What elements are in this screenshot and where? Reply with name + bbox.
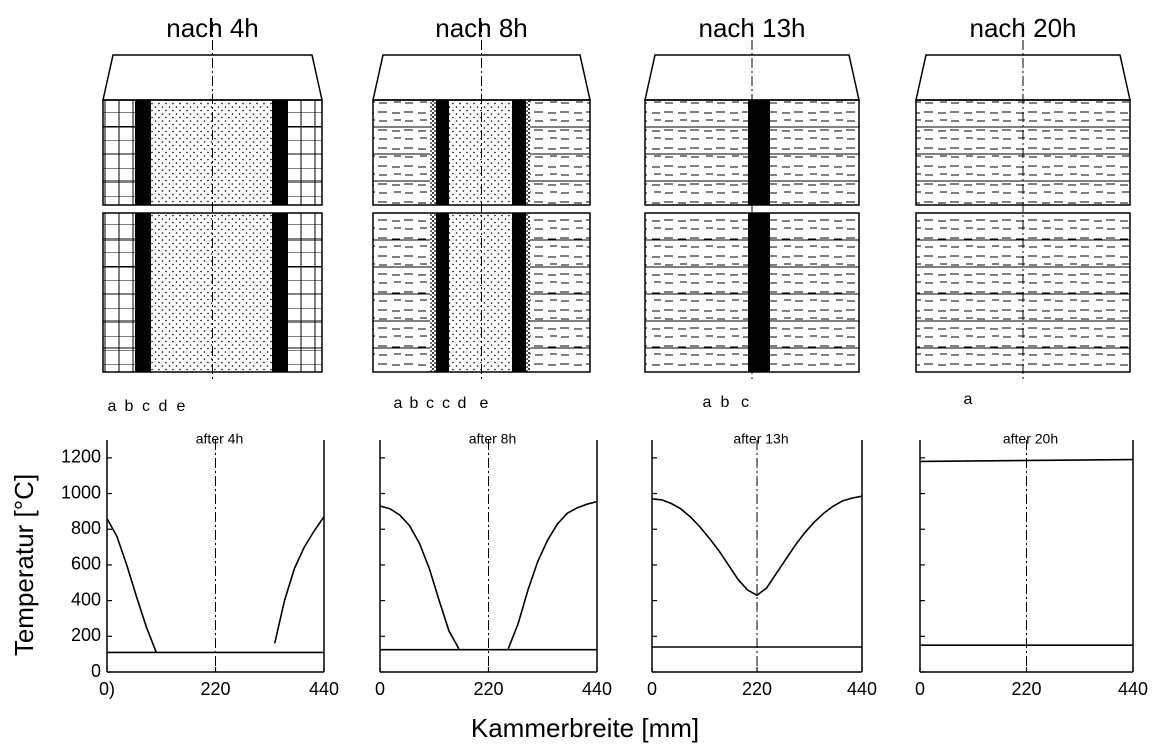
layer-label: d xyxy=(458,395,467,412)
temperature-line xyxy=(379,500,598,650)
y-tick-label: 1200 xyxy=(61,447,101,467)
plastic-layer xyxy=(748,100,770,205)
x-tick-label: 440 xyxy=(309,679,339,699)
x-tick-label: 220 xyxy=(200,679,230,699)
x-tick-label: 0 xyxy=(375,679,385,699)
x-tick-label: 220 xyxy=(1011,679,1041,699)
coal-layer xyxy=(449,100,512,205)
plastic-layer xyxy=(748,213,770,372)
y-tick-label: 400 xyxy=(71,589,101,609)
x-axis-label: Kammerbreite [mm] xyxy=(471,713,699,743)
plastic-edge xyxy=(526,100,530,205)
layer-label: a xyxy=(964,391,973,408)
x-tick-label: 440 xyxy=(1118,679,1148,699)
plastic-layer xyxy=(272,213,288,372)
layer-label: e xyxy=(480,395,489,412)
plastic-edge xyxy=(526,213,530,372)
layer-label: c xyxy=(142,398,150,415)
panel-title: nach 8h xyxy=(435,13,528,43)
coal-layer xyxy=(151,213,272,372)
layer-label: a xyxy=(108,398,117,415)
layer-label: b xyxy=(721,394,730,411)
x-tick-label: 0) xyxy=(99,679,115,699)
plastic-layer xyxy=(512,213,526,372)
x-tick-label: 0 xyxy=(647,679,657,699)
coal-layer xyxy=(449,213,512,372)
plastic-edge xyxy=(430,100,436,205)
y-tick-label: 0 xyxy=(91,661,101,681)
y-tick-label: 1000 xyxy=(61,482,101,502)
chart-subtitle: after 8h xyxy=(469,431,516,447)
coke-layer xyxy=(645,100,748,205)
layer-label: d xyxy=(159,398,168,415)
y-axis-label: Temperatur [°C] xyxy=(9,474,39,656)
plastic-layer xyxy=(272,100,288,205)
layer-label: c xyxy=(442,395,450,412)
y-tick-label: 200 xyxy=(71,625,101,645)
layer-label: c xyxy=(741,394,749,411)
panel-title: nach 20h xyxy=(970,13,1077,43)
x-tick-label: 220 xyxy=(473,679,503,699)
x-tick-label: 440 xyxy=(847,679,877,699)
plastic-layer xyxy=(135,213,151,372)
x-tick-label: 440 xyxy=(582,679,612,699)
coke-layer xyxy=(103,100,135,205)
y-tick-label: 800 xyxy=(71,518,101,538)
chart-subtitle: after 20h xyxy=(1003,431,1058,447)
coke-layer xyxy=(530,100,590,205)
layer-label: b xyxy=(410,395,419,412)
coke-layer xyxy=(770,100,859,205)
layer-label: e xyxy=(177,398,186,415)
plastic-layer xyxy=(436,100,449,205)
x-tick-label: 220 xyxy=(742,679,772,699)
coal-layer xyxy=(151,100,272,205)
layer-label: a xyxy=(394,395,403,412)
layer-label: a xyxy=(703,394,712,411)
layer-label: b xyxy=(125,398,134,415)
temperature-line xyxy=(919,458,1134,463)
temperature-line xyxy=(106,516,325,653)
coke-layer xyxy=(373,100,430,205)
chart-subtitle: after 4h xyxy=(196,431,243,447)
chart-subtitle: after 13h xyxy=(733,431,788,447)
plastic-layer xyxy=(436,213,449,372)
plastic-edge xyxy=(430,213,436,372)
coke-layer xyxy=(288,100,322,205)
temperature-line xyxy=(651,495,863,597)
x-tick-label: 0 xyxy=(915,679,925,699)
plastic-layer xyxy=(135,100,151,205)
panel-title: nach 4h xyxy=(166,13,259,43)
layer-label: c xyxy=(426,395,434,412)
y-tick-label: 600 xyxy=(71,554,101,574)
panel-title: nach 13h xyxy=(699,13,806,43)
plastic-layer xyxy=(512,100,526,205)
